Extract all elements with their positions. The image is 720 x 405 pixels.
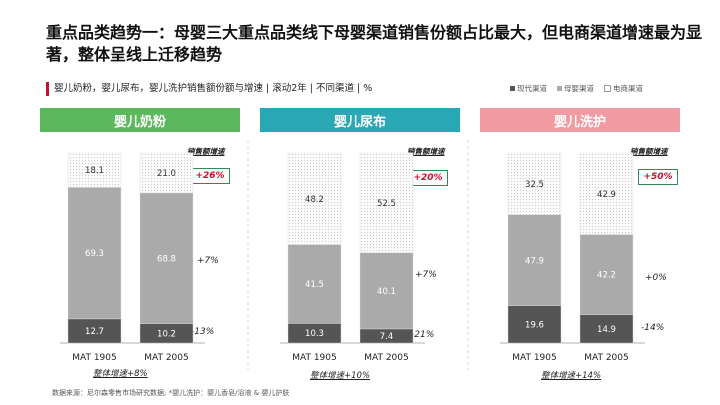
x-tick-diaper-1: MAT 1905 [292,353,337,363]
legend-label-baby: 母婴渠道 [564,84,594,93]
growth-baby-formula: +7% [197,256,219,266]
x-tick-wash-1: MAT 1905 [512,353,557,363]
bar-wash-modern-2 [579,314,634,344]
data-label-wash-baby-1: 47.9 [525,256,544,266]
bar-wash-ecom-1 [507,152,562,215]
data-label-diaper-modern-1: 10.3 [305,329,324,339]
legend-item-ecom: 电商渠道 [604,83,643,94]
x-tick-diaper-2: MAT 2005 [364,353,409,363]
panel-header-formula: 婴儿奶粉 [40,108,240,132]
data-label-diaper-baby-2: 40.1 [377,287,396,297]
growth-ecom-wash: +50% [638,169,678,185]
panel-header-wash: 婴儿洗护 [480,108,680,132]
growth-modern-wash: -14% [641,323,665,333]
data-label-wash-ecom-1: 32.5 [525,180,544,190]
data-label-diaper-ecom-1: 48.2 [305,195,324,205]
bar-formula-baby-2 [139,192,194,324]
overall-growth-wash: 整体增速+14% [541,371,602,381]
bar-formula-modern-1 [67,318,122,344]
panel-header-diaper: 婴儿尿布 [260,108,460,132]
data-label-wash-ecom-2: 42.9 [597,190,616,200]
bar-diaper-baby-1 [287,244,342,324]
data-label-wash-modern-1: 19.6 [525,320,544,330]
x-tick-formula-2: MAT 2005 [144,353,189,363]
bar-diaper-ecom-1 [287,152,342,245]
growth-header-formula: 销售额增速 [187,147,225,156]
subtitle: 婴儿奶粉，婴儿尿布，婴儿洗护销售额份额与增速 | 滚动2年 | 不同渠道 | % [46,82,372,96]
data-label-formula-baby-1: 69.3 [85,249,104,259]
bar-wash-baby-2 [579,234,634,315]
data-label-formula-baby-2: 68.8 [157,254,176,264]
bar-wash-ecom-2 [579,152,634,235]
overall-growth-formula: 整体增速+8% [93,369,148,379]
bar-formula-ecom-2 [139,152,194,194]
data-label-diaper-modern-2: 7.4 [380,332,394,342]
legend: 现代渠道 母婴渠道 电商渠道 [510,83,643,94]
data-label-formula-ecom-2: 21.0 [157,169,176,179]
legend-label-ecom: 电商渠道 [613,84,643,93]
data-label-formula-ecom-1: 18.1 [85,166,104,176]
bar-wash-modern-1 [507,305,562,344]
growth-header-diaper: 销售额增速 [407,147,445,156]
bar-diaper-baby-2 [359,252,414,330]
overall-growth-diaper: 整体增速+10% [310,371,371,381]
data-label-wash-modern-2: 14.9 [597,325,616,335]
x-tick-formula-1: MAT 1905 [72,353,117,363]
legend-swatch-baby [557,86,562,91]
page-title: 重点品类趋势一：母婴三大重点品类线下母婴渠道销售份额占比最大，但电商渠道增速最为… [46,23,703,64]
x-tick-wash-2: MAT 2005 [584,353,629,363]
bar-diaper-ecom-2 [359,152,414,253]
footer-source: 数据来源：尼尔森零售市场研究数据; *婴儿洗护：婴儿香皂/浴液 & 婴儿护肤 [52,389,290,397]
legend-item-baby: 母婴渠道 [557,83,594,94]
bar-formula-baby-1 [67,187,122,320]
data-label-diaper-baby-1: 41.5 [305,280,324,290]
legend-swatch-modern [510,86,515,91]
growth-baby-diaper: +7% [415,270,437,280]
legend-label-modern: 现代渠道 [517,84,547,93]
data-label-diaper-ecom-2: 52.5 [377,199,396,209]
growth-header-wash: 销售额增速 [630,147,668,156]
growth-modern-formula: -13% [191,327,215,337]
bar-wash-baby-1 [507,214,562,306]
bar-formula-ecom-1 [67,152,122,188]
growth-baby-wash: +0% [645,273,667,283]
growth-modern-diaper: -21% [411,330,435,340]
data-label-formula-modern-1: 12.7 [85,327,104,337]
legend-swatch-ecom [604,85,611,92]
data-label-wash-baby-2: 42.2 [597,271,616,281]
data-label-formula-modern-2: 10.2 [157,329,176,339]
legend-item-modern: 现代渠道 [510,83,547,94]
